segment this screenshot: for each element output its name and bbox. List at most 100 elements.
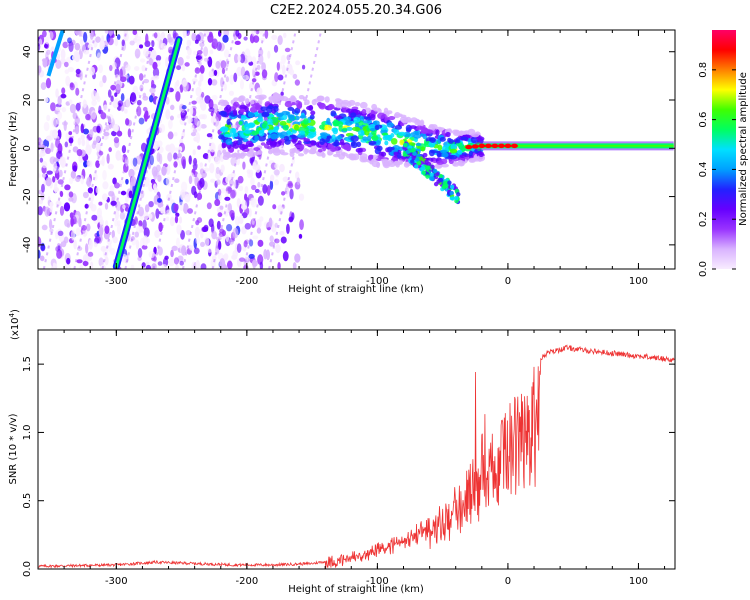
noise-cell: [232, 178, 237, 189]
noise-cell: [125, 118, 130, 126]
noise-cell: [165, 176, 171, 187]
noise-cell: [111, 193, 116, 201]
noise-cell: [142, 92, 147, 98]
noise-cell: [250, 197, 257, 208]
noise-cell: [291, 157, 295, 165]
noise-cell: [49, 205, 53, 213]
noise-cell: [125, 178, 129, 185]
carrier-blob: [233, 101, 239, 107]
noise-cell: [174, 215, 179, 224]
noise-cell: [181, 105, 187, 110]
noise-cell: [134, 48, 141, 59]
noise-cell: [274, 222, 278, 228]
noise-cell: [72, 146, 79, 153]
carrier-blob: [447, 137, 452, 143]
noise-cell: [56, 249, 63, 259]
noise-cell: [181, 63, 186, 72]
noise-cell: [74, 30, 81, 36]
noise-cell: [148, 200, 154, 208]
noise-cell: [238, 185, 244, 192]
noise-cell: [116, 224, 122, 235]
noise-cell: [251, 218, 255, 225]
noise-cell: [128, 168, 135, 178]
carrier-blob: [327, 152, 332, 156]
noise-cell: [115, 79, 122, 91]
carrier-blob: [267, 118, 273, 125]
noise-cell: [55, 138, 61, 149]
noise-cell: [167, 131, 174, 140]
carrier-blob: [261, 122, 267, 129]
noise-cell: [51, 117, 58, 128]
noise-cell: [215, 236, 222, 241]
noise-cell: [127, 128, 132, 138]
noise-cell: [140, 190, 145, 199]
carrier-peak: [478, 143, 486, 149]
noise-cell: [96, 52, 102, 61]
noise-cell: [182, 30, 187, 39]
noise-cell: [96, 95, 101, 103]
noise-cell: [135, 239, 140, 250]
noise-cell: [192, 128, 198, 134]
noise-cell: [272, 204, 277, 210]
noise-cell: [101, 155, 105, 167]
noise-cell: [215, 60, 221, 69]
carrier-blob: [384, 140, 389, 146]
y-tick-label: -40: [22, 237, 33, 253]
carrier-blob: [270, 133, 279, 140]
noise-cell: [63, 61, 69, 68]
noise-cell: [156, 152, 161, 162]
noise-cell: [180, 181, 188, 192]
noise-cell: [240, 79, 245, 90]
noise-cell: [166, 193, 172, 201]
noise-cell: [258, 30, 264, 35]
carrier-blob: [294, 124, 299, 131]
noise-cell: [289, 188, 294, 200]
noise-cell: [120, 190, 127, 196]
noise-cell: [157, 202, 164, 208]
noise-cell: [201, 226, 209, 233]
noise-cell: [143, 227, 150, 238]
noise-cell: [95, 143, 102, 152]
carrier-blob: [296, 103, 303, 109]
noise-cell: [258, 48, 264, 57]
noise-cell: [87, 43, 93, 49]
noise-cell: [181, 156, 186, 167]
noise-cell: [259, 261, 264, 269]
carrier-blob: [309, 114, 315, 120]
noise-cell: [76, 149, 83, 157]
colorbar: 0.0 0.2 0.4 0.6 0.8 Normalized spectral ampl…: [698, 30, 749, 277]
noise-cell: [115, 200, 121, 212]
carrier-blob: [261, 111, 270, 118]
carrier-blob: [415, 142, 422, 147]
carrier-blob: [350, 112, 357, 118]
noise-cell: [106, 239, 113, 245]
diagonal-streak-core: [114, 38, 181, 269]
noise-cell: [165, 209, 172, 215]
noise-cell: [145, 264, 152, 269]
figure-title: C2E2.2024.055.20.34.G06: [270, 3, 442, 18]
carrier-blob: [298, 153, 305, 157]
noise-cell: [48, 219, 53, 230]
carrier-blob: [386, 122, 394, 128]
noise-cell: [298, 233, 303, 239]
noise-cell: [136, 99, 142, 106]
carrier-blob: [220, 111, 228, 118]
noise-cell: [64, 218, 70, 227]
noise-cell: [123, 108, 128, 114]
noise-cell: [87, 251, 94, 257]
noise-cell: [130, 264, 135, 269]
carrier-blob: [267, 105, 274, 110]
noise-cell: [287, 182, 294, 189]
noise-cell: [148, 95, 154, 103]
carrier-blob: [468, 157, 476, 163]
noise-cell: [75, 227, 81, 237]
noise-cell: [141, 244, 148, 250]
carrier-blob: [332, 120, 339, 127]
noise-cell: [281, 64, 286, 75]
carrier-blob: [290, 138, 298, 143]
noise-cell: [79, 39, 84, 45]
noise-cell: [91, 142, 97, 149]
noise-cell: [251, 184, 257, 191]
carrier-blob: [291, 101, 296, 106]
carrier-blob: [440, 158, 448, 165]
